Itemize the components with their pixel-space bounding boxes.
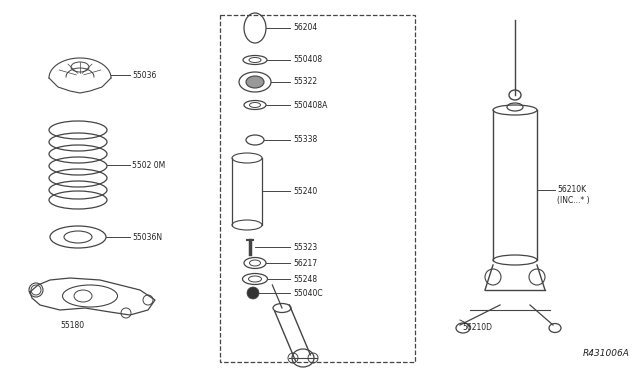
- Text: 56204: 56204: [293, 23, 317, 32]
- Text: R431006A: R431006A: [583, 349, 630, 358]
- Text: 55323: 55323: [293, 243, 317, 251]
- Text: 55036N: 55036N: [132, 232, 162, 241]
- Text: (INC...* ): (INC...* ): [557, 196, 589, 205]
- Bar: [220, 15, 415, 362]
- Text: 56217: 56217: [293, 259, 317, 267]
- Text: 550408: 550408: [293, 55, 322, 64]
- Text: 550408A: 550408A: [293, 100, 328, 109]
- Text: 55040C: 55040C: [293, 289, 323, 298]
- Ellipse shape: [246, 76, 264, 88]
- Text: 5502 0M: 5502 0M: [132, 160, 165, 170]
- Text: 55248: 55248: [293, 275, 317, 283]
- Text: 55240: 55240: [293, 186, 317, 196]
- Circle shape: [247, 287, 259, 299]
- Text: 56210D: 56210D: [462, 324, 492, 333]
- Text: 55322: 55322: [293, 77, 317, 87]
- Text: 55338: 55338: [293, 135, 317, 144]
- Text: 56210K: 56210K: [557, 186, 586, 195]
- Text: 55180: 55180: [60, 321, 84, 330]
- Text: 55036: 55036: [132, 71, 156, 80]
